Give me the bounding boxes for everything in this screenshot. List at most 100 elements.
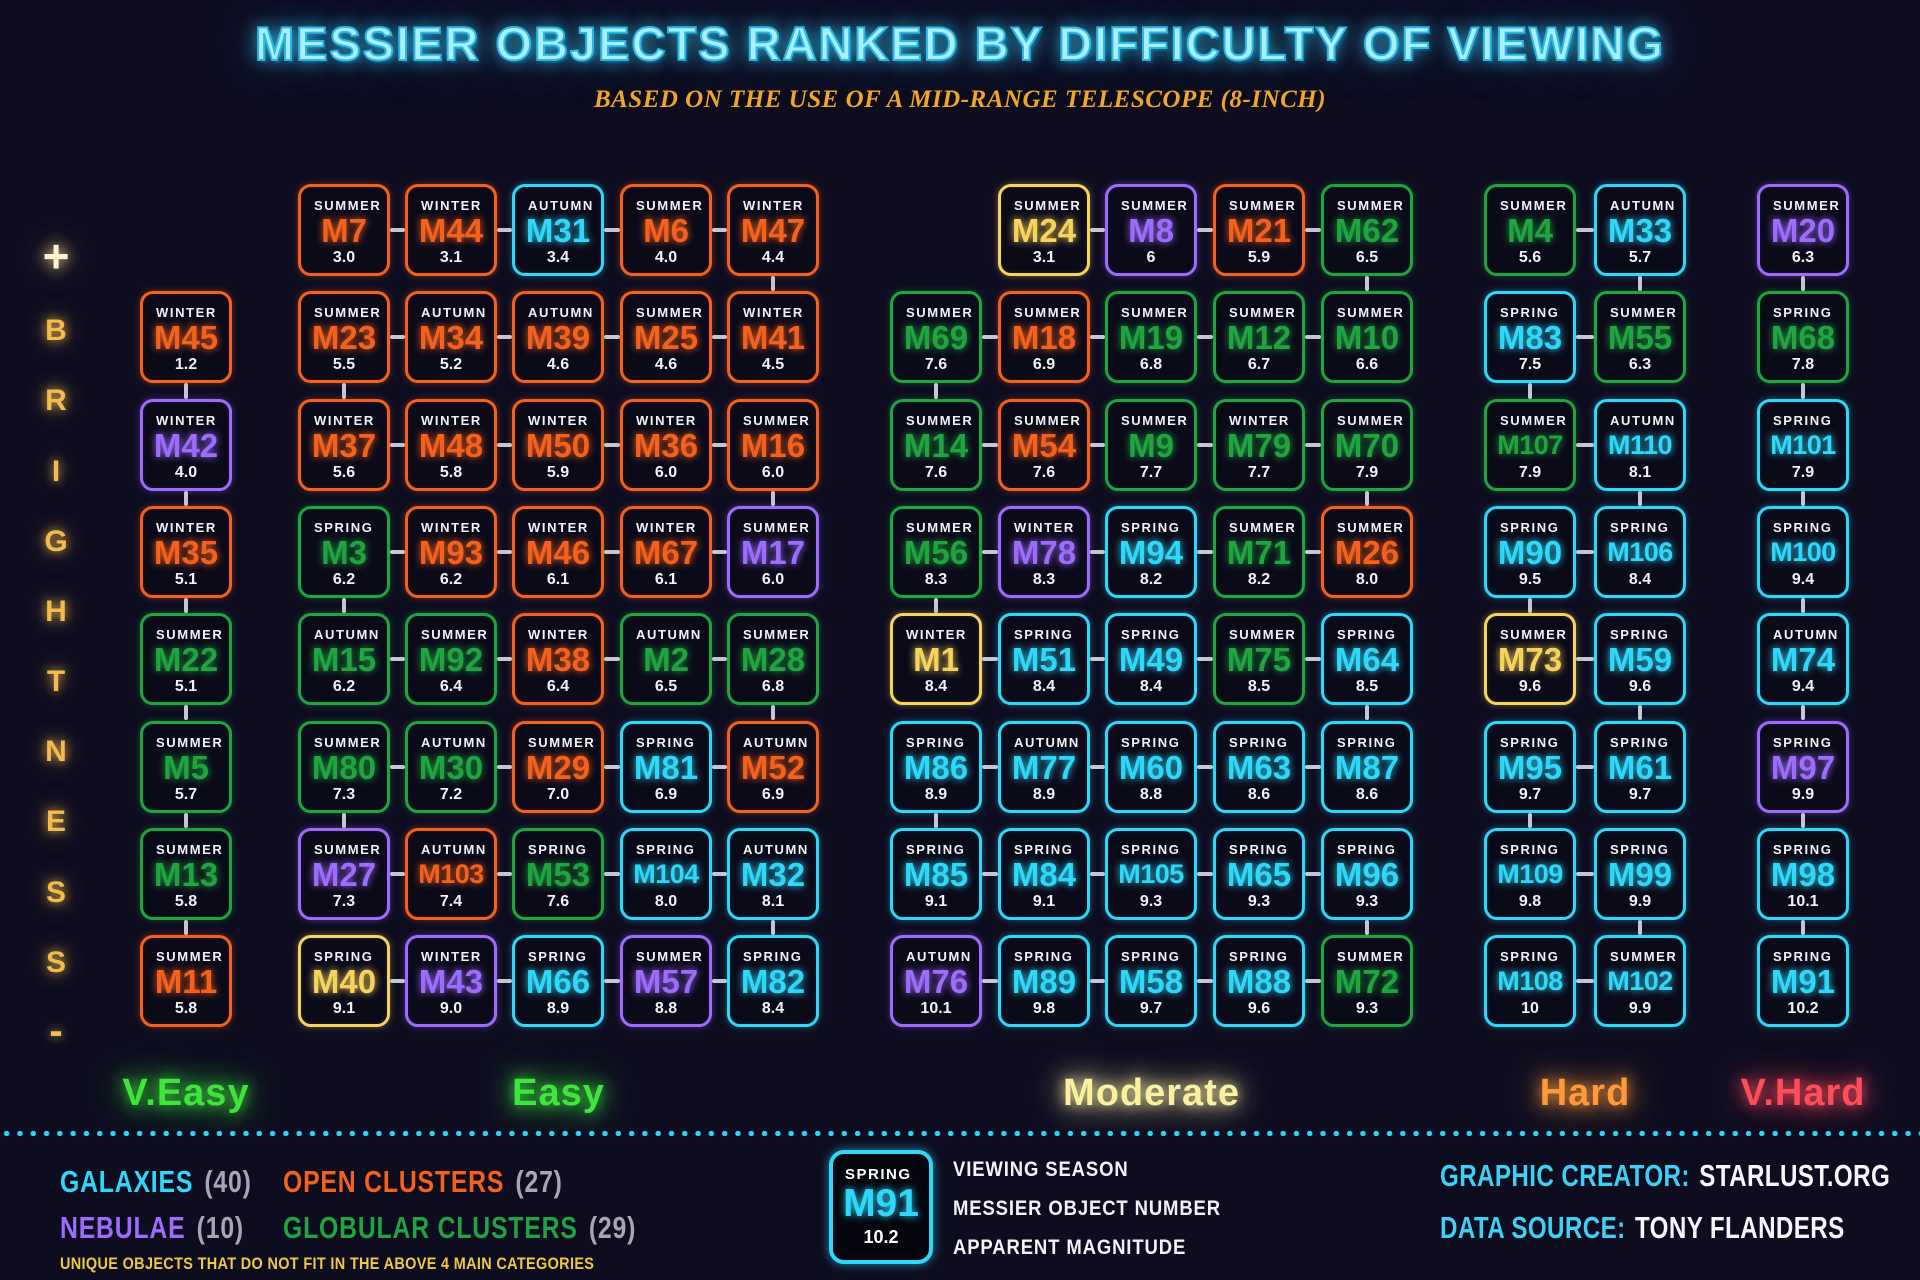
card-M43: WINTER M43 9.0 (405, 935, 497, 1028)
connector-h (1090, 657, 1105, 662)
card-magnitude: 8.4 (1628, 570, 1652, 588)
card-season: SUMMER (1610, 949, 1678, 965)
card-object-number: M2 (643, 641, 689, 679)
key-label-apparent-magnitude: APPARENT MAGNITUDE (953, 1236, 1187, 1259)
card-object-number: M58 (1118, 963, 1184, 1001)
card-object-number: M6 (643, 212, 689, 249)
card-object-number: M75 (1226, 641, 1292, 679)
connector-h (1305, 442, 1321, 447)
card-season: WINTER (421, 412, 482, 428)
card-M67: WINTER M67 6.1 (620, 505, 712, 598)
card-object-number: M26 (1334, 533, 1400, 571)
card-season: SUMMER (906, 412, 974, 428)
card-object-number: M18 (1011, 319, 1077, 357)
card-M68: SPRING M68 7.8 (1757, 291, 1849, 384)
card-magnitude: 7.3 (332, 785, 356, 803)
card-magnitude: 5.1 (174, 570, 198, 588)
card-object-number: M96 (1334, 855, 1400, 893)
card-magnitude: 3.1 (439, 249, 463, 266)
card-season: SUMMER (743, 519, 811, 535)
connector-h (982, 979, 998, 984)
card-season: SPRING (1229, 734, 1289, 750)
card-M31: AUTUMN M31 3.4 (512, 184, 604, 276)
card-season: SPRING (528, 841, 588, 857)
card-season: AUTUMN (1610, 198, 1676, 213)
card-magnitude: 6.7 (1247, 356, 1271, 374)
card-object-number: M92 (418, 641, 484, 679)
card-object-number: M104 (633, 858, 699, 889)
card-M98: SPRING M98 10.1 (1757, 827, 1849, 920)
connector-h (604, 657, 620, 662)
card-object-number: M97 (1770, 748, 1836, 786)
card-M28: SUMMER M28 6.8 (727, 613, 819, 706)
card-season: SPRING (1610, 627, 1670, 643)
connector-h (497, 549, 512, 554)
key-label-object-number: MESSIER OBJECT NUMBER (953, 1197, 1221, 1220)
card-object-number: M44 (418, 212, 484, 249)
connector-v (771, 705, 775, 721)
card-magnitude: 9.7 (1139, 1000, 1163, 1018)
card-season: WINTER (528, 627, 589, 643)
card-M29: SUMMER M29 7.0 (512, 720, 604, 813)
card-magnitude: 7.3 (332, 892, 356, 910)
card-season: SPRING (1121, 841, 1181, 857)
card-object-number: M64 (1334, 641, 1400, 679)
card-magnitude: 4.5 (761, 356, 785, 374)
card-season: SPRING (1773, 734, 1833, 750)
card-M86: SPRING M86 8.9 (890, 720, 982, 813)
difficulty-label-hard: Hard (1539, 1072, 1631, 1114)
card-season: SPRING (1014, 627, 1074, 643)
card-magnitude: 5.7 (174, 785, 198, 803)
card-season: AUTUMN (528, 305, 594, 321)
card-M12: SUMMER M12 6.7 (1213, 291, 1305, 384)
card-M87: SPRING M87 8.6 (1321, 720, 1413, 813)
connector-h (1576, 442, 1594, 447)
card-object-number: M9 (1128, 426, 1174, 464)
connector-h (390, 228, 405, 232)
card-magnitude: 5.2 (439, 356, 463, 374)
card-magnitude: 6.8 (1139, 356, 1163, 374)
connector-v (771, 490, 775, 506)
card-M104: SPRING M104 8.0 (620, 827, 712, 920)
key-card-object-number: M91 (843, 1182, 919, 1225)
connector-h (982, 871, 998, 876)
card-season: SUMMER (906, 519, 974, 535)
card-object-number: M3 (321, 533, 367, 571)
card-season: SPRING (1773, 949, 1833, 965)
card-M66: SPRING M66 8.9 (512, 935, 604, 1028)
card-magnitude: 8.5 (1355, 678, 1379, 696)
card-M76: AUTUMN M76 10.1 (890, 935, 982, 1028)
card-season: SUMMER (1121, 198, 1189, 213)
card-object-number: M8 (1128, 212, 1174, 249)
card-object-number: M34 (418, 319, 484, 357)
legend-category-nebulae: NEBULAE (10) (60, 1210, 244, 1246)
card-magnitude: 5.9 (546, 463, 570, 481)
card-object-number: M103 (418, 858, 484, 889)
card-M44: WINTER M44 3.1 (405, 184, 497, 276)
connector-h (982, 442, 998, 447)
card-magnitude: 9.3 (1355, 892, 1379, 910)
card-magnitude: 9.0 (439, 1000, 463, 1018)
card-M59: SPRING M59 9.6 (1594, 613, 1686, 706)
card-season: AUTUMN (314, 627, 380, 643)
card-season: SUMMER (1500, 412, 1568, 428)
card-object-number: M99 (1607, 855, 1673, 893)
card-season: SPRING (1500, 519, 1560, 535)
card-magnitude: 8.4 (1032, 678, 1056, 696)
card-M17: SUMMER M17 6.0 (727, 505, 819, 598)
card-object-number: M12 (1226, 319, 1292, 357)
card-season: SPRING (906, 734, 966, 750)
card-object-number: M101 (1770, 429, 1836, 460)
card-M35: WINTER M35 5.1 (140, 505, 232, 598)
card-M71: SUMMER M71 8.2 (1213, 505, 1305, 598)
card-object-number: M100 (1770, 536, 1836, 567)
card-object-number: M89 (1011, 963, 1077, 1001)
card-M32: AUTUMN M32 8.1 (727, 827, 819, 920)
card-object-number: M33 (1607, 212, 1673, 249)
card-season: WINTER (421, 949, 482, 965)
card-magnitude: 6.9 (654, 785, 678, 803)
card-M63: SPRING M63 8.6 (1213, 720, 1305, 813)
connector-v (184, 705, 188, 721)
connector-h (1090, 979, 1105, 984)
card-object-number: M76 (903, 963, 969, 1001)
